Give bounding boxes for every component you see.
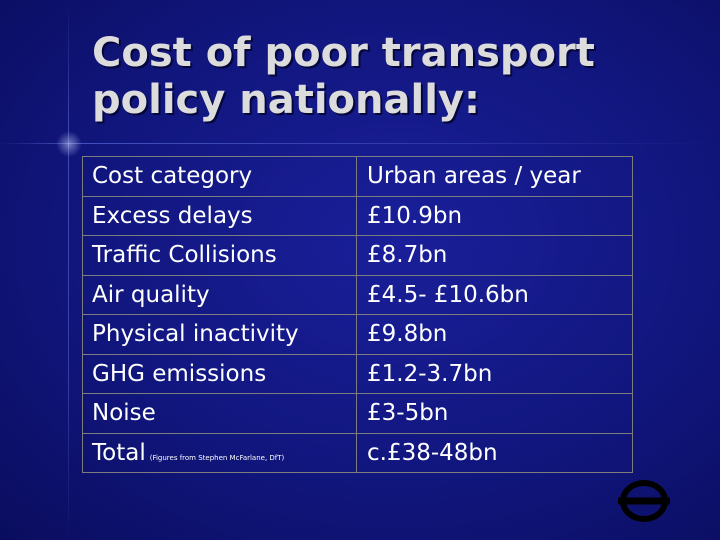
table-row: Noise £3-5bn [82, 393, 633, 434]
decorative-glow [56, 131, 82, 157]
row-category: Excess delays [82, 195, 357, 236]
table-row: Traffic Collisions £8.7bn [82, 235, 633, 276]
row-category: GHG emissions [82, 353, 357, 394]
row-category: Noise [82, 393, 357, 434]
title-line-2: policy nationally: [92, 77, 480, 123]
row-value: £9.8bn [356, 314, 633, 355]
total-label: Total [92, 439, 146, 466]
row-category: Air quality [82, 274, 357, 315]
title-line-1: Cost of poor transport [92, 30, 595, 76]
row-value: £10.9bn [356, 195, 633, 236]
roundel-icon [618, 480, 670, 522]
table-header-row: Cost category Urban areas / year [82, 156, 633, 197]
row-value: £8.7bn [356, 235, 633, 276]
header-cost-category: Cost category [82, 156, 357, 197]
table-row: Excess delays £10.9bn [82, 195, 633, 236]
total-value: c.£38-48bn [356, 432, 633, 473]
table-row: Physical inactivity £9.8bn [82, 314, 633, 355]
row-category: Traffic Collisions [82, 235, 357, 276]
table-total-row: Total (Figures from Stephen McFarlane, Df… [82, 432, 633, 473]
decorative-vertical-line [68, 0, 69, 540]
row-value: £1.2-3.7bn [356, 353, 633, 394]
cost-table: Cost category Urban areas / year Excess … [82, 156, 633, 473]
row-category: Physical inactivity [82, 314, 357, 355]
table-row: GHG emissions £1.2-3.7bn [82, 353, 633, 394]
source-note: (Figures from Stephen McFarlane, DfT) [149, 453, 285, 462]
row-value: £3-5bn [356, 393, 633, 434]
total-cell: Total (Figures from Stephen McFarlane, Df… [82, 432, 357, 473]
header-urban-areas: Urban areas / year [356, 156, 633, 197]
table-row: Air quality £4.5- £10.6bn [82, 274, 633, 315]
row-value: £4.5- £10.6bn [356, 274, 633, 315]
slide-title: Cost of poor transport policy nationally… [92, 30, 692, 124]
decorative-horizontal-line [0, 143, 720, 144]
